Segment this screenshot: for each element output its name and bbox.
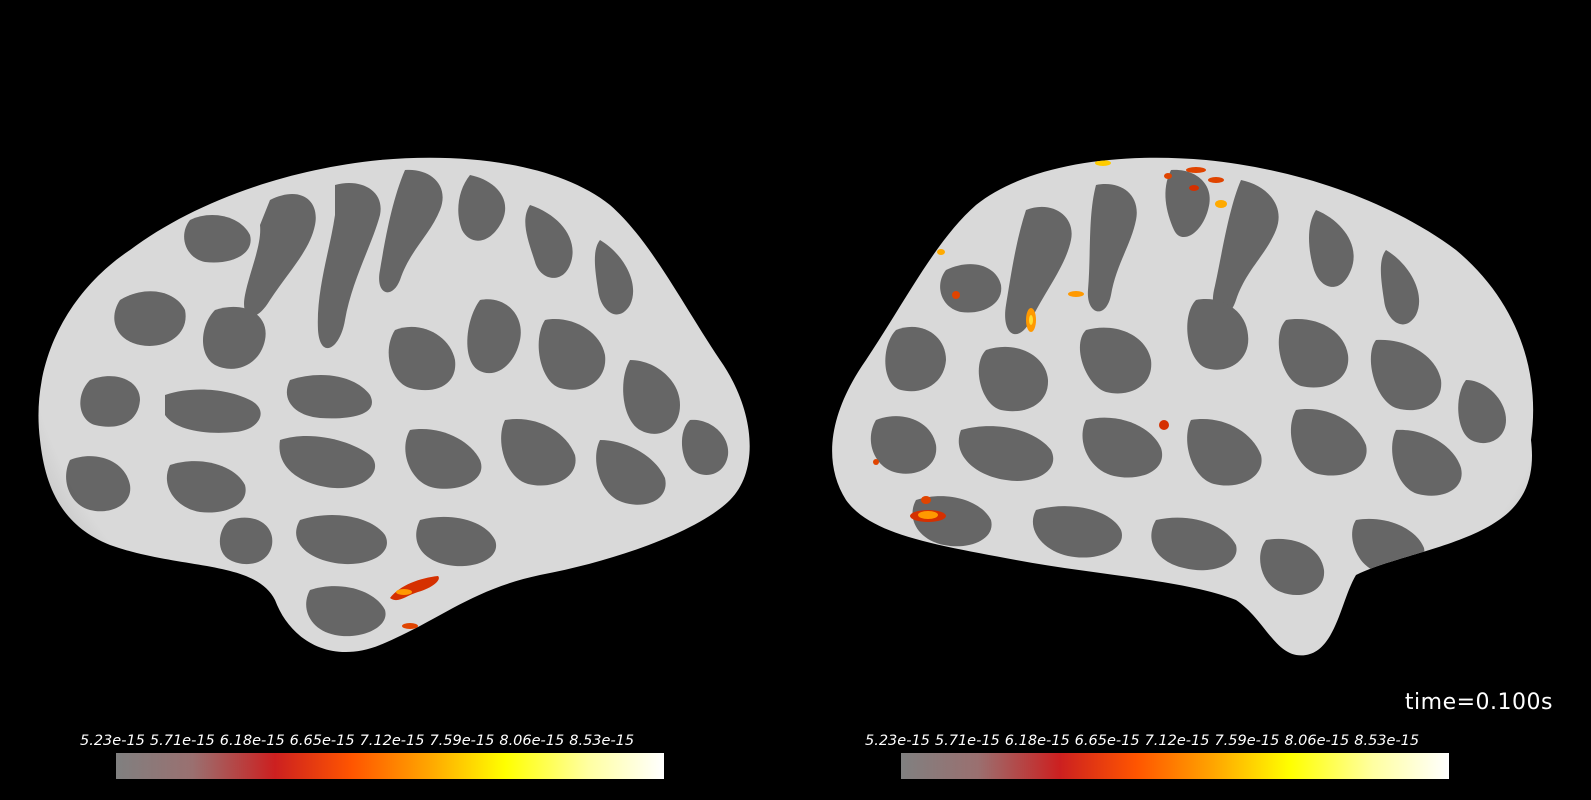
left-colorbar-ticks: 5.23e-15 5.71e-15 6.18e-15 6.65e-15 7.12…	[80, 733, 720, 753]
right-hemisphere-surface[interactable]	[796, 0, 1591, 800]
right-colorbar-gradient	[901, 753, 1449, 779]
colorbar-tick-label: 8.53e-15	[569, 733, 635, 749]
left-hemisphere-view[interactable]: 5.23e-15 5.71e-15 6.18e-15 6.65e-15 7.12…	[0, 0, 795, 800]
colorbar-tick-label: 7.59e-15	[1214, 733, 1280, 749]
colorbar-tick-label: 6.65e-15	[1074, 733, 1140, 749]
left-colorbar-gradient	[116, 753, 664, 779]
colorbar-tick-label: 5.71e-15	[934, 733, 1000, 749]
colorbar-tick-label: 8.06e-15	[1284, 733, 1350, 749]
colorbar-tick-label: 6.18e-15	[219, 733, 285, 749]
time-label: time=0.100s	[1404, 690, 1553, 715]
colorbar-tick-label: 5.23e-15	[80, 733, 145, 749]
colorbar-tick-label: 6.18e-15	[1004, 733, 1070, 749]
right-hemisphere-view[interactable]: time=0.100s 5.23e-15 5.71e-15 6.18e-15 6…	[796, 0, 1591, 800]
right-colorbar-ticks: 5.23e-15 5.71e-15 6.18e-15 6.65e-15 7.12…	[865, 733, 1505, 753]
colorbar-tick-label: 6.65e-15	[289, 733, 355, 749]
left-colorbar: 5.23e-15 5.71e-15 6.18e-15 6.65e-15 7.12…	[80, 733, 720, 779]
colorbar-tick-label: 5.23e-15	[865, 733, 930, 749]
colorbar-tick-label: 7.59e-15	[429, 733, 495, 749]
right-colorbar: 5.23e-15 5.71e-15 6.18e-15 6.65e-15 7.12…	[865, 733, 1505, 779]
colorbar-tick-label: 7.12e-15	[359, 733, 425, 749]
colorbar-tick-label: 5.71e-15	[149, 733, 215, 749]
right-activation-spots	[873, 160, 1227, 522]
left-activation-spots	[390, 576, 439, 629]
colorbar-tick-label: 7.12e-15	[1144, 733, 1210, 749]
colorbar-tick-label: 8.53e-15	[1354, 733, 1420, 749]
colorbar-tick-label: 8.06e-15	[499, 733, 565, 749]
left-hemisphere-surface[interactable]	[0, 0, 795, 800]
